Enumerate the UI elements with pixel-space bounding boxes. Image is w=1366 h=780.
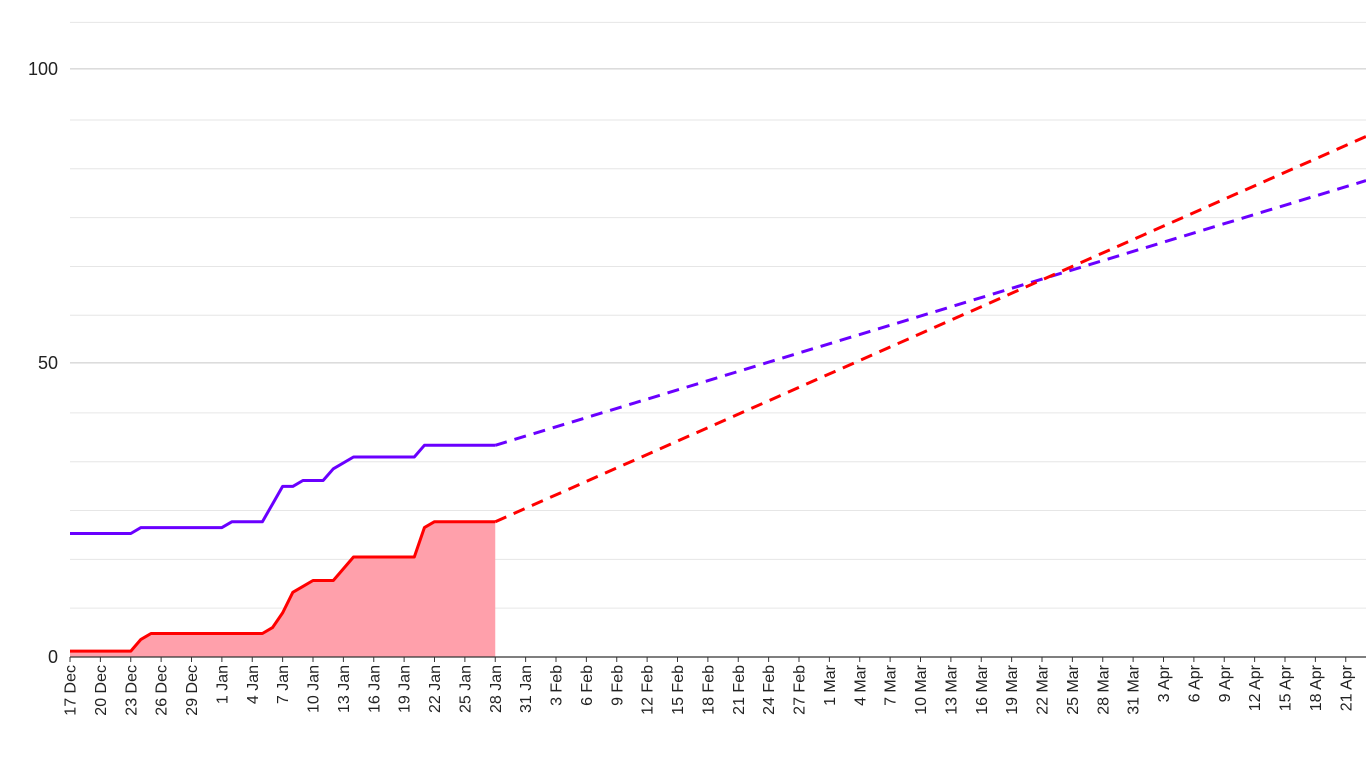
- x-tick-label: 29 Dec: [184, 665, 201, 716]
- x-tick-label: 4 Jan: [245, 665, 262, 704]
- x-tick-label: 12 Apr: [1247, 664, 1264, 711]
- x-tick-label: 6 Feb: [579, 665, 596, 706]
- x-tick-label: 20 Dec: [93, 665, 110, 716]
- x-tick-label: 27 Feb: [792, 665, 809, 715]
- x-tick-label: 7 Mar: [883, 664, 900, 706]
- series-1-area: [70, 521, 496, 657]
- series-0-solid-line: [70, 443, 496, 535]
- x-tick-label: 25 Jan: [457, 665, 474, 713]
- x-tick-label: 22 Mar: [1035, 664, 1052, 714]
- x-tick-label: 24 Feb: [761, 665, 778, 715]
- x-tick-label: 4 Mar: [852, 664, 869, 706]
- x-tick-label: 10 Jan: [306, 665, 323, 713]
- x-tick-label: 9 Feb: [609, 665, 626, 706]
- x-tick-label: 22 Jan: [427, 665, 444, 713]
- x-tick-label: 3 Apr: [1156, 664, 1173, 702]
- y-tick-labels: 0 50 100: [28, 59, 58, 667]
- x-tick-label: 1 Mar: [822, 664, 839, 706]
- series-2-dashed-line: [494, 179, 1366, 447]
- x-tick-label: 10 Mar: [913, 664, 930, 714]
- x-tick-label: 15 Feb: [670, 665, 687, 715]
- y-tick-label: 50: [38, 353, 58, 373]
- x-tick-label: 28 Mar: [1095, 664, 1112, 714]
- x-tick-label: 9 Apr: [1217, 664, 1234, 702]
- series-1-solid-line: [70, 520, 496, 653]
- y-tick-label: 0: [48, 647, 58, 667]
- x-tick-label: 26 Dec: [154, 665, 171, 716]
- gridlines: [70, 21, 1366, 609]
- x-tick-label: 7 Jan: [275, 665, 292, 704]
- x-tick-label: 16 Mar: [974, 664, 991, 714]
- x-tick-label: 31 Mar: [1126, 664, 1143, 714]
- x-tick-label: 17 Dec: [63, 665, 80, 716]
- x-tick-label: 6 Apr: [1186, 664, 1203, 702]
- series-lines: [70, 135, 1366, 653]
- x-tick-label: 21 Apr: [1338, 664, 1355, 711]
- x-tick-label: 1 Jan: [214, 665, 231, 704]
- y-tick-label: 100: [28, 59, 58, 79]
- x-tick-label: 15 Apr: [1278, 664, 1295, 711]
- x-tick-label: 25 Mar: [1065, 664, 1082, 714]
- x-tick-label: 12 Feb: [640, 665, 657, 715]
- x-tick-labels: 17 Dec 20 Dec 23 Dec 26 Dec 29 Dec 1 Jan 4 Jan…: [63, 657, 1355, 716]
- filled-areas: [70, 521, 496, 657]
- x-tick-label: 13 Mar: [943, 664, 960, 714]
- x-tick-label: 19 Jan: [397, 665, 414, 713]
- x-tick-label: 3 Feb: [549, 665, 566, 706]
- x-tick-label: 13 Jan: [336, 665, 353, 713]
- x-tick-label: 16 Jan: [366, 665, 383, 713]
- x-tick-label: 18 Apr: [1308, 664, 1325, 711]
- x-tick-label: 18 Feb: [700, 665, 717, 715]
- x-tick-label: 23 Dec: [123, 665, 140, 716]
- series-3-dashed-line: [494, 135, 1366, 524]
- x-tick-label: 31 Jan: [518, 665, 535, 713]
- x-tick-label: 21 Feb: [731, 665, 748, 715]
- x-tick-label: 19 Mar: [1004, 664, 1021, 714]
- x-tick-label: 28 Jan: [488, 665, 505, 713]
